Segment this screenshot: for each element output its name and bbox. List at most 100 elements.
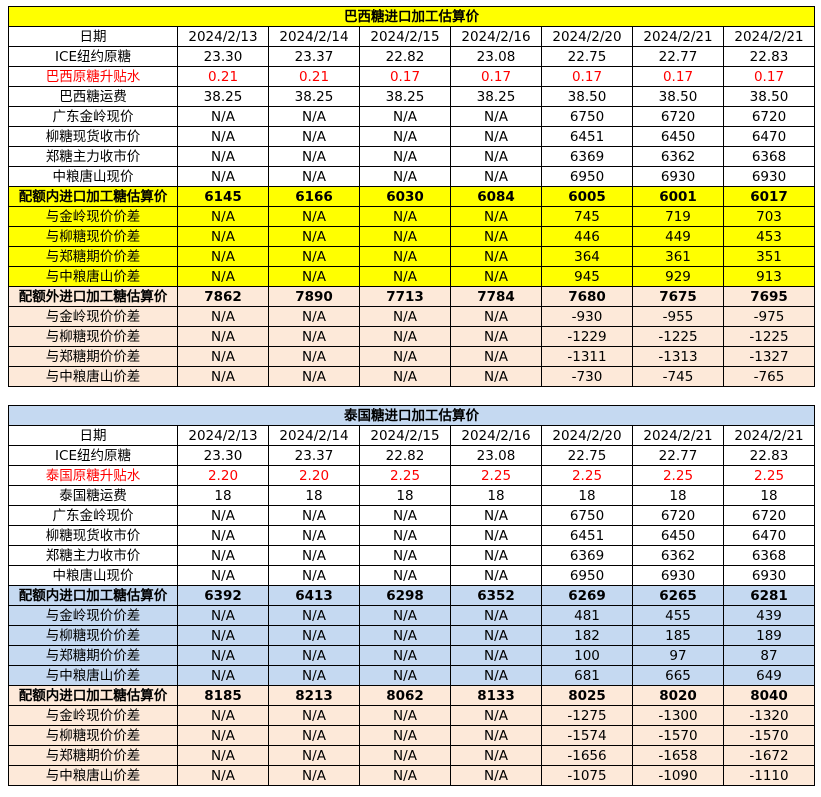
date-col-7: 7695 <box>723 286 815 307</box>
date-col-1: N/A <box>177 346 269 367</box>
row-label-cell: 配额外进口加工糖估算价 <box>8 286 178 307</box>
date-col-2: N/A <box>268 246 360 267</box>
date-col-1: N/A <box>177 166 269 187</box>
date-col-7: -1570 <box>723 725 815 746</box>
date-col-3: N/A <box>359 226 451 247</box>
date-col-7: 0.17 <box>723 66 815 87</box>
date-col-4: N/A <box>450 765 542 786</box>
date-col-4: N/A <box>450 266 542 287</box>
row-label-cell: 与郑糖期价价差 <box>8 645 178 666</box>
date-col-4: 18 <box>450 485 542 506</box>
date-col-7: 453 <box>723 226 815 247</box>
date-col-6: 6930 <box>632 565 724 586</box>
date-col-5: 6750 <box>541 106 633 127</box>
date-col-4: N/A <box>450 525 542 546</box>
table-row: 郑糖主力收市价 N/A N/A N/A N/A 6369 6362 6368 <box>8 545 815 566</box>
date-col-6: 6720 <box>632 106 724 127</box>
date-col-4: N/A <box>450 226 542 247</box>
date-col-1: N/A <box>177 246 269 267</box>
date-col-4: N/A <box>450 565 542 586</box>
date-col-1: 38.25 <box>177 86 269 107</box>
row-label-cell: 与金岭现价价差 <box>8 206 178 227</box>
date-col-2: N/A <box>268 206 360 227</box>
table-row: 与郑糖期价价差 N/A N/A N/A N/A 364 361 351 <box>8 246 815 267</box>
date-col-5: 6369 <box>541 146 633 167</box>
date-col-2: N/A <box>268 645 360 666</box>
row-label-cell: 日期 <box>8 425 178 446</box>
date-col-3: 6298 <box>359 585 451 606</box>
date-col-1: 8185 <box>177 685 269 706</box>
date-col-5: 7680 <box>541 286 633 307</box>
date-col-6: 929 <box>632 266 724 287</box>
row-label-cell: 郑糖主力收市价 <box>8 146 178 167</box>
date-col-4: N/A <box>450 146 542 167</box>
date-col-7: 6720 <box>723 106 815 127</box>
date-col-3: N/A <box>359 246 451 267</box>
table-row: 与柳糖现价价差 N/A N/A N/A N/A -1574 -1570 -1570 <box>8 725 815 746</box>
date-col-3: N/A <box>359 705 451 726</box>
date-col-1: N/A <box>177 206 269 227</box>
date-col-7: 18 <box>723 485 815 506</box>
separator-cell <box>8 386 815 406</box>
table-row: 与郑糖期价价差 N/A N/A N/A N/A -1656 -1658 -1672 <box>8 745 815 766</box>
date-col-5: 481 <box>541 605 633 626</box>
date-col-3: N/A <box>359 765 451 786</box>
row-label-cell: 配额内进口加工糖估算价 <box>8 685 178 706</box>
date-col-5: -1656 <box>541 745 633 766</box>
table-row: 中粮唐山现价 N/A N/A N/A N/A 6950 6930 6930 <box>8 565 815 586</box>
date-col-6: -1090 <box>632 765 724 786</box>
date-col-3: 7713 <box>359 286 451 307</box>
date-col-4: 0.17 <box>450 66 542 87</box>
row-label-cell: 日期 <box>8 26 178 47</box>
date-col-6: 6001 <box>632 186 724 207</box>
date-col-4: N/A <box>450 346 542 367</box>
date-col-7: -1110 <box>723 765 815 786</box>
date-col-5: -1311 <box>541 346 633 367</box>
date-col-3: 22.82 <box>359 46 451 67</box>
date-col-7: 6720 <box>723 505 815 526</box>
table-row: 与金岭现价价差 N/A N/A N/A N/A 481 455 439 <box>8 605 815 626</box>
date-col-4: N/A <box>450 545 542 566</box>
header-row: 日期 2024/2/13 2024/2/14 2024/2/15 2024/2/16 20… <box>8 26 815 47</box>
date-col-1: N/A <box>177 126 269 147</box>
date-col-2: N/A <box>268 625 360 646</box>
row-label-cell: 广东金岭现价 <box>8 505 178 526</box>
date-col-7: -765 <box>723 366 815 387</box>
date-col-4: 23.08 <box>450 445 542 466</box>
date-col-6: 455 <box>632 605 724 626</box>
date-col-2: 38.25 <box>268 86 360 107</box>
date-col-1: 6145 <box>177 186 269 207</box>
date-col-4: N/A <box>450 206 542 227</box>
date-col-5: 22.75 <box>541 445 633 466</box>
date-col-1: N/A <box>177 665 269 686</box>
date-col-2: 6166 <box>268 186 360 207</box>
row-label-cell: 泰国糖运费 <box>8 485 178 506</box>
date-col-4: 2024/2/16 <box>450 425 542 446</box>
date-col-6: -1313 <box>632 346 724 367</box>
date-col-5: 2024/2/20 <box>541 425 633 446</box>
date-col-7: 6470 <box>723 525 815 546</box>
table-row: 配额内进口加工糖估算价 6145 6166 6030 6084 6005 6001 6017 <box>8 186 815 207</box>
date-col-1: 0.21 <box>177 66 269 87</box>
date-col-7: -975 <box>723 306 815 327</box>
date-col-7: 22.83 <box>723 445 815 466</box>
date-col-4: 23.08 <box>450 46 542 67</box>
date-col-1: N/A <box>177 625 269 646</box>
date-col-3: N/A <box>359 625 451 646</box>
date-col-2: N/A <box>268 765 360 786</box>
table-row: 配额内进口加工糖估算价 6392 6413 6298 6352 6269 6265 6281 <box>8 585 815 606</box>
date-col-6: 18 <box>632 485 724 506</box>
date-col-5: 18 <box>541 485 633 506</box>
date-col-1: N/A <box>177 525 269 546</box>
table-row: 泰国原糖升贴水 2.20 2.20 2.25 2.25 2.25 2.25 2.25 <box>8 465 815 486</box>
date-col-5: 6451 <box>541 525 633 546</box>
date-col-2: N/A <box>268 705 360 726</box>
date-col-5: 6005 <box>541 186 633 207</box>
date-col-1: N/A <box>177 645 269 666</box>
table-row: 与中粮唐山价差 N/A N/A N/A N/A -730 -745 -765 <box>8 366 815 387</box>
date-col-5: -930 <box>541 306 633 327</box>
date-col-1: N/A <box>177 505 269 526</box>
date-col-3: N/A <box>359 126 451 147</box>
date-col-3: N/A <box>359 366 451 387</box>
date-col-6: 185 <box>632 625 724 646</box>
